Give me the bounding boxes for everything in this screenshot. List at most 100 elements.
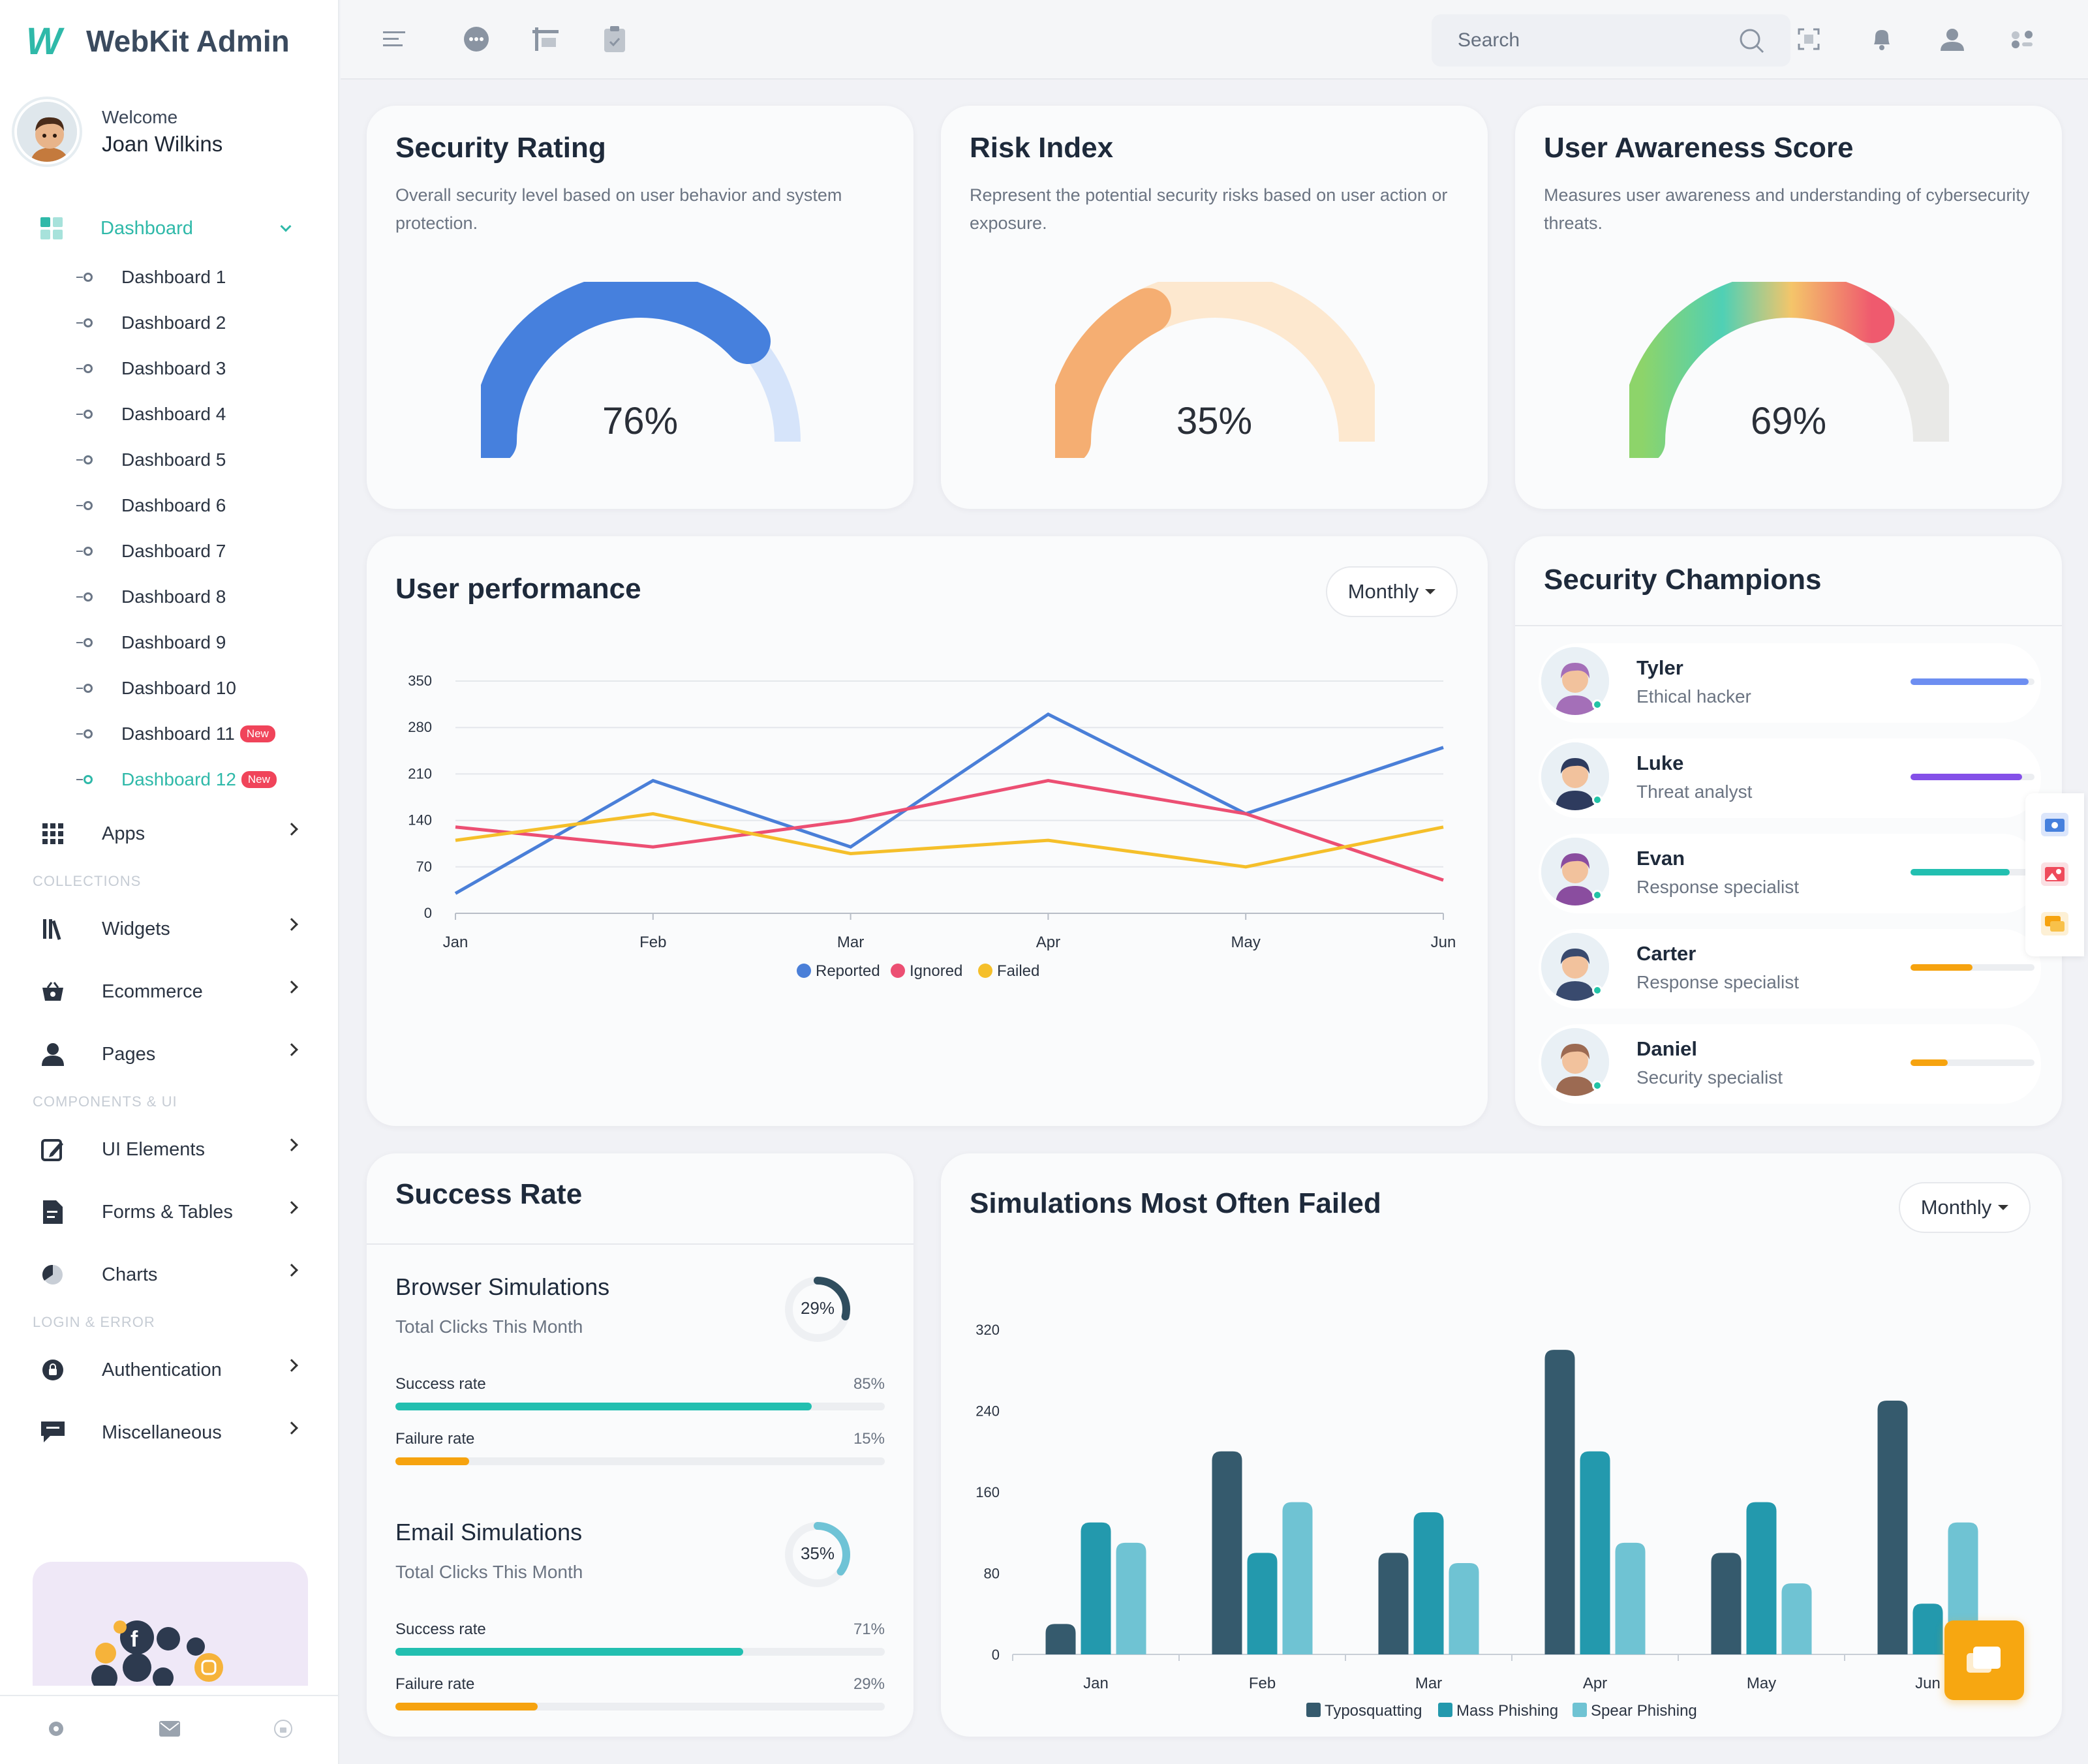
- bullet-icon: [76, 273, 93, 282]
- sidebar-item-dashboard-9[interactable]: Dashboard 9: [0, 620, 339, 665]
- card-title: Success Rate: [395, 1178, 583, 1210]
- sidebar-item-forms-tables[interactable]: Forms & Tables: [0, 1181, 339, 1243]
- sidebar-item-ecommerce[interactable]: Ecommerce: [0, 960, 339, 1023]
- card-description: Overall security level based on user beh…: [395, 185, 842, 233]
- period-dropdown[interactable]: Monthly: [1899, 1182, 2031, 1233]
- risk-gauge: [1055, 282, 1375, 458]
- menu-toggle-icon[interactable]: [380, 25, 408, 53]
- new-badge: New: [241, 771, 277, 788]
- sidebar-item-dashboard-3[interactable]: Dashboard 3: [0, 346, 339, 391]
- sidebar-item-dashboard-11[interactable]: Dashboard 11 New: [0, 711, 339, 757]
- profile-icon[interactable]: [1938, 25, 1967, 53]
- section-collections: COLLECTIONS: [33, 873, 142, 889]
- sidebar-item-dashboard-6[interactable]: Dashboard 6: [0, 483, 339, 528]
- sidebar-item-label: Dashboard 2: [121, 312, 226, 333]
- series-line-failed: [455, 812, 1444, 869]
- bullet-icon: [76, 501, 93, 510]
- mail-icon[interactable]: [159, 1720, 180, 1740]
- percent-ring: 29%: [779, 1271, 856, 1348]
- y-tick-label: 70: [416, 859, 432, 875]
- search-input[interactable]: Search: [1432, 14, 1790, 67]
- sidebar-item-dashboard-7[interactable]: Dashboard 7: [0, 528, 339, 574]
- camera-icon[interactable]: [2041, 813, 2068, 840]
- champion-row[interactable]: Evan Response specialist: [1539, 834, 2041, 913]
- settings-toggle-icon[interactable]: [2008, 25, 2037, 53]
- simulation-title: Browser Simulations: [395, 1273, 610, 1300]
- y-tick-label: 160: [975, 1484, 1000, 1500]
- progress-fill: [1911, 1059, 1948, 1066]
- sidebar-item-apps[interactable]: Apps: [0, 802, 339, 865]
- sidebar-item-dashboard-2[interactable]: Dashboard 2: [0, 300, 339, 346]
- sidebar-item-dashboard-10[interactable]: Dashboard 10: [0, 665, 339, 711]
- caret-down-icon: [1998, 1205, 2009, 1210]
- ring-chart: [785, 1522, 850, 1587]
- sidebar-item-pages[interactable]: Pages: [0, 1023, 339, 1086]
- champion-row[interactable]: Carter Response specialist: [1539, 929, 2041, 1009]
- sidebar-item-dashboard-8[interactable]: Dashboard 8: [0, 574, 339, 620]
- section-components: COMPONENTS & UI: [33, 1093, 177, 1110]
- success-rate-track: [395, 1648, 885, 1656]
- y-tick-label: 210: [408, 765, 432, 782]
- settings-icon[interactable]: [46, 1719, 66, 1742]
- sidebar-item-label: Authentication: [102, 1359, 222, 1380]
- chat-icon[interactable]: [462, 25, 491, 53]
- search-icon[interactable]: [1738, 27, 1764, 59]
- bar-typosquatting: [1378, 1553, 1409, 1654]
- period-dropdown[interactable]: Monthly: [1326, 566, 1458, 617]
- sidebar-item-label: Dashboard 4: [121, 404, 226, 424]
- security-gauge: [481, 282, 801, 458]
- bar-spear-phishing: [1781, 1583, 1812, 1654]
- bell-icon[interactable]: [1867, 25, 1896, 53]
- dashboard-icon: [40, 217, 63, 239]
- image-icon[interactable]: [2041, 862, 2068, 889]
- sidebar-item-dashboard-5[interactable]: Dashboard 5: [0, 437, 339, 483]
- sidebar-item-dashboard-4[interactable]: Dashboard 4: [0, 391, 339, 437]
- champion-name: Carter: [1636, 942, 1696, 965]
- progress-fill: [1911, 869, 2010, 875]
- y-tick-label: 240: [975, 1403, 1000, 1420]
- sidebar-item-label: Widgets: [102, 918, 170, 939]
- bar-mass-phishing: [1912, 1604, 1943, 1654]
- sidebar-item-ui-elements[interactable]: UI Elements: [0, 1118, 339, 1181]
- grid-icon: [40, 821, 65, 846]
- sidebar-item-charts[interactable]: Charts: [0, 1243, 339, 1306]
- sidebar-item-widgets[interactable]: Widgets: [0, 898, 339, 960]
- progress-fill: [1911, 774, 2022, 780]
- lock-icon[interactable]: [273, 1719, 293, 1742]
- layout-icon[interactable]: [531, 25, 560, 53]
- sidebar-item-label: Pages: [102, 1043, 156, 1065]
- champion-role: Response specialist: [1636, 972, 1800, 992]
- champion-row[interactable]: Daniel Security specialist: [1539, 1024, 2041, 1104]
- sidebar-item-dashboard[interactable]: Dashboard: [0, 202, 339, 254]
- user-performance-chart: 0 70 140 210 280 350 Jan Feb Mar Apr May Jun Reporte…: [408, 673, 1456, 980]
- sidebar: W WebKit Admin Welcome Joan Wilkins Dash…: [0, 0, 339, 1764]
- dashboard-submenu: Dashboard 1 Dashboard 2 Dashboard 3 Dashboa…: [0, 254, 339, 802]
- clipboard-icon[interactable]: [600, 25, 629, 53]
- sidebar-item-dashboard-12[interactable]: Dashboard 12 New: [0, 757, 339, 802]
- success-rate-track: [395, 1403, 885, 1410]
- user-profile[interactable]: Welcome Joan Wilkins: [14, 99, 223, 164]
- fullscreen-icon[interactable]: [1794, 25, 1823, 53]
- failure-rate-label: Failure rate: [395, 1675, 475, 1693]
- legend-label: Typosquatting: [1325, 1702, 1422, 1720]
- card-title: Simulations Most Often Failed: [970, 1187, 1381, 1219]
- x-tick-label: May: [1231, 934, 1261, 951]
- chat-fab-button[interactable]: [1944, 1620, 2024, 1700]
- chevron-down-icon: [280, 220, 292, 232]
- y-tick-label: 80: [984, 1566, 1000, 1582]
- welcome-text: Welcome: [102, 107, 178, 127]
- sidebar-item-label: Miscellaneous: [102, 1422, 222, 1443]
- bar-typosquatting: [1544, 1350, 1575, 1654]
- bullet-icon: [76, 775, 93, 784]
- sidebar-item-miscellaneous[interactable]: Miscellaneous: [0, 1401, 339, 1464]
- sidebar-item-authentication[interactable]: Authentication: [0, 1339, 339, 1401]
- champion-row[interactable]: Tyler Ethical hacker: [1539, 643, 2041, 723]
- avatar: [1541, 647, 1609, 715]
- section-login: LOGIN & ERROR: [33, 1314, 155, 1330]
- brand[interactable]: W WebKit Admin: [26, 18, 290, 64]
- sidebar-item-dashboard-1[interactable]: Dashboard 1: [0, 254, 339, 300]
- champion-row[interactable]: Luke Threat analyst: [1539, 738, 2041, 818]
- library-icon: [40, 917, 65, 941]
- progress-track: [1911, 678, 2034, 685]
- chat-bubble-icon[interactable]: [2041, 912, 2068, 939]
